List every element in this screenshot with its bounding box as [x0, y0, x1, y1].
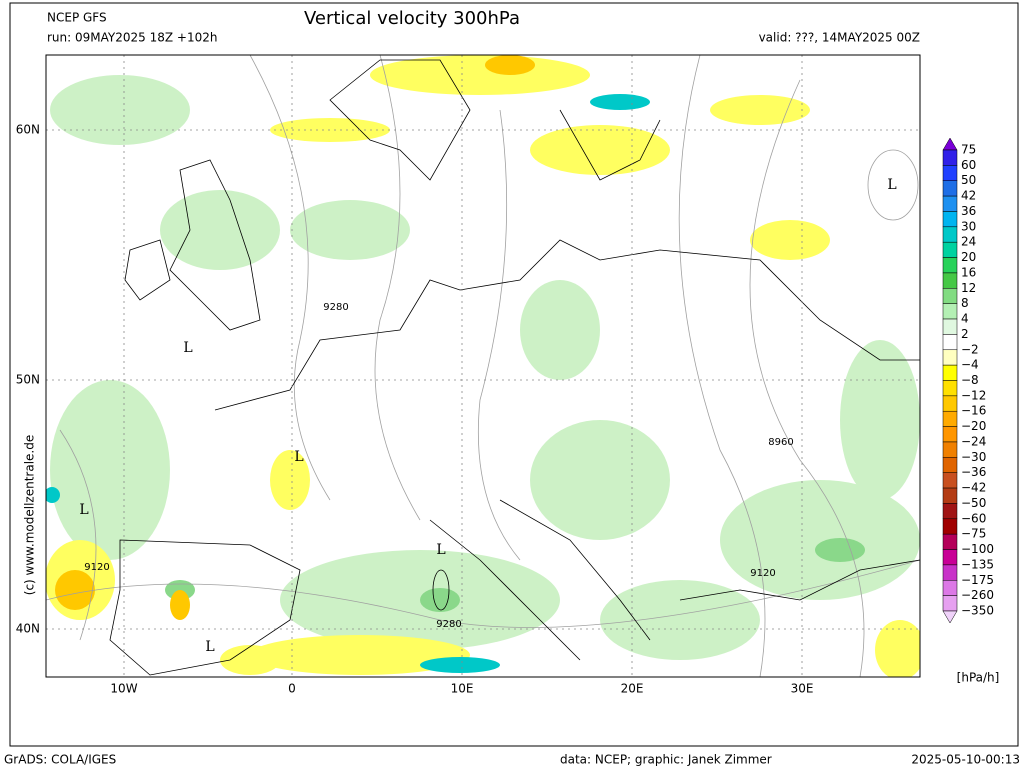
valid: valid: ???, 14MAY2025 00Z: [759, 31, 920, 45]
colorbar-label: 60: [961, 158, 976, 172]
colorbar-label: −2: [961, 342, 979, 356]
colorbar-swatch: [942, 595, 958, 612]
contour-label: 8960: [768, 437, 793, 448]
colorbar-swatch: [942, 180, 958, 197]
colorbar-swatch: [942, 211, 958, 228]
colorbar-label: 30: [961, 219, 976, 233]
colorbar-swatch: [942, 288, 958, 304]
colorbar-swatch: [942, 380, 958, 397]
contour-label: 9280: [436, 619, 461, 630]
colorbar-label: 20: [961, 250, 976, 264]
contour-label: 9120: [84, 562, 109, 573]
lat-label: 60N: [16, 123, 40, 137]
colorbar-swatch: [942, 349, 958, 366]
colorbar-swatch: [942, 564, 958, 581]
footer-right: 2025-05-10-00:13: [911, 753, 1020, 767]
colorbar-swatch: [942, 257, 958, 274]
colorbar-label: −135: [961, 557, 994, 571]
colorbar-label: −260: [961, 588, 994, 602]
colorbar-swatch: [942, 426, 958, 443]
colorbar-swatch: [942, 149, 958, 166]
low-marker: L: [436, 542, 445, 558]
colorbar-label: 12: [961, 281, 976, 295]
colorbar-swatch: [942, 165, 958, 181]
colorbar-label: 75: [961, 143, 976, 157]
colorbar-swatch: [942, 472, 958, 489]
colorbar-label: −60: [961, 511, 986, 525]
colorbar-swatch: [942, 272, 958, 289]
low-marker: L: [79, 502, 88, 518]
colorbar-label: 4: [961, 312, 969, 326]
colorbar-label: −350: [961, 604, 994, 618]
lon-label: 10E: [451, 682, 474, 696]
colorbar-swatch: [942, 318, 958, 335]
low-marker: L: [294, 449, 303, 465]
colorbar-label: −50: [961, 496, 986, 510]
lon-label: 10W: [110, 682, 137, 696]
lon-label: 0: [288, 682, 296, 696]
low-marker: L: [887, 177, 896, 193]
colorbar-swatch: [942, 334, 958, 351]
lon-label: 30E: [791, 682, 814, 696]
colorbar-label: −75: [961, 527, 986, 541]
colorbar-swatch: [942, 226, 958, 243]
colorbar-swatch: [942, 395, 958, 412]
contour-label: 9280: [323, 302, 348, 313]
lon-label: 20E: [621, 682, 644, 696]
colorbar-label: −42: [961, 481, 986, 495]
colorbar-swatch: [942, 518, 958, 535]
colorbar-swatch: [942, 241, 958, 258]
colorbar-label: −24: [961, 434, 986, 448]
colorbar-swatch: [942, 364, 958, 381]
lat-label: 40N: [16, 622, 40, 636]
colorbar-swatch: [942, 441, 958, 458]
colorbar-label: 2: [961, 327, 969, 341]
colorbar-label: 24: [961, 235, 976, 249]
colorbar-swatch: [942, 487, 958, 504]
unit: [hPa/h]: [957, 671, 1000, 685]
colorbar-label: 16: [961, 265, 976, 279]
colorbar-swatch: [942, 533, 958, 550]
colorbar-swatch: [942, 195, 958, 212]
colorbar-swatch: [942, 303, 958, 320]
colorbar-swatch: [942, 410, 958, 427]
map-frame: [45, 54, 921, 678]
colorbar-label: −8: [961, 373, 979, 387]
colorbar-swatch: [942, 549, 958, 566]
colorbar-label: 50: [961, 173, 976, 187]
colorbar-label: −20: [961, 419, 986, 433]
colorbar-label: 36: [961, 204, 976, 218]
colorbar-swatch: [942, 580, 958, 596]
run: run: 09MAY2025 18Z +102h: [47, 31, 217, 45]
contour-label: 9120: [750, 568, 775, 579]
colorbar-label: 8: [961, 296, 969, 310]
colorbar-label: 42: [961, 189, 976, 203]
footer-center: data: NCEP; graphic: Janek Zimmer: [560, 753, 772, 767]
low-marker: L: [205, 639, 214, 655]
colorbar-swatch: [942, 503, 958, 520]
model: NCEP GFS: [47, 11, 107, 25]
colorbar-label: −12: [961, 388, 986, 402]
colorbar-label: −100: [961, 542, 994, 556]
colorbar-label: −16: [961, 404, 986, 418]
footer-left: GrADS: COLA/IGES: [4, 753, 116, 767]
colorbar-swatch: [942, 457, 958, 473]
map-field: [46, 55, 920, 677]
title: Vertical velocity 300hPa: [304, 8, 520, 29]
colorbar-cap: [942, 610, 958, 624]
colorbar-label: −36: [961, 465, 986, 479]
low-marker: L: [183, 340, 192, 356]
colorbar-label: −4: [961, 358, 979, 372]
outer-border: [9, 2, 1019, 747]
colorbar-cap: [942, 137, 958, 151]
colorbar-label: −30: [961, 450, 986, 464]
lat-label: 50N: [16, 373, 40, 387]
credit: (c) www.modellzentrale.de: [23, 435, 37, 595]
colorbar-label: −175: [961, 573, 994, 587]
